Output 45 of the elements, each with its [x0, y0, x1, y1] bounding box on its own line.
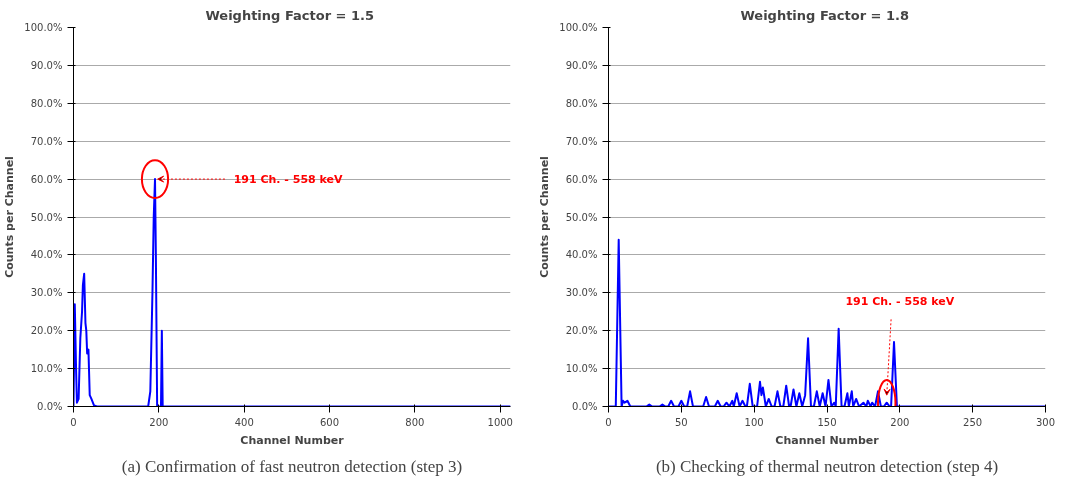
x-tick-label: 1000: [487, 416, 513, 428]
y-tick-label: 80.0%: [30, 97, 63, 109]
x-tick-label: 0: [70, 416, 77, 428]
y-tick-label: 10.0%: [565, 363, 598, 375]
y-tick-label: 90.0%: [565, 59, 598, 71]
x-tick-label: 800: [405, 416, 425, 428]
y-tick-label: 30.0%: [30, 287, 63, 299]
y-tick-label: 100.0%: [24, 22, 63, 33]
y-tick-label: 40.0%: [30, 249, 63, 261]
y-tick-label: 0.0%: [37, 401, 63, 412]
y-tick-label: 100.0%: [559, 22, 598, 33]
x-tick-label: 600: [320, 416, 340, 428]
y-tick-label: 20.0%: [30, 325, 63, 337]
text: (a) Confirmation of fast neutron detection (step 3): [121, 456, 463, 476]
x-tick-label: 300: [1035, 416, 1056, 428]
x-tick-label: 200: [890, 416, 910, 428]
y-tick-label: 50.0%: [30, 211, 63, 223]
y-axis-title: Counts per Channel: [3, 156, 17, 278]
x-axis-title: Channel Number: [240, 433, 345, 447]
text: (b) Checking of thermal neutron detection (step 4): [655, 456, 999, 476]
y-tick-label: 50.0%: [565, 211, 598, 223]
chart-title: Weighting Factor = 1.5: [205, 7, 375, 23]
annotation: 191 Ch. - 558 keV: [233, 172, 344, 186]
x-tick-label: 150: [817, 416, 837, 428]
y-tick-label: 60.0%: [565, 173, 598, 185]
chart-title: Weighting Factor = 1.8: [740, 7, 910, 23]
y-tick-label: 10.0%: [30, 363, 63, 375]
x-tick-label: 100: [744, 416, 764, 428]
y-tick-label: 80.0%: [565, 97, 598, 109]
x-tick-label: 0: [605, 416, 612, 428]
y-axis-title: Counts per Channel: [538, 156, 552, 278]
x-tick-label: 250: [963, 416, 983, 428]
y-tick-label: 60.0%: [30, 173, 63, 185]
y-tick-label: 70.0%: [30, 135, 63, 147]
y-tick-label: 90.0%: [30, 59, 63, 71]
x-tick-label: 200: [149, 416, 169, 428]
y-tick-label: 70.0%: [565, 135, 598, 147]
y-tick-label: 20.0%: [565, 325, 598, 337]
annotation: 191 Ch. - 558 keV: [845, 294, 955, 308]
x-axis-title: Channel Number: [775, 433, 880, 447]
y-tick-label: 0.0%: [572, 401, 598, 412]
y-tick-label: 30.0%: [565, 287, 598, 299]
y-tick-label: 40.0%: [565, 249, 598, 261]
x-tick-label: 50: [674, 416, 688, 428]
x-tick-label: 400: [234, 416, 254, 428]
